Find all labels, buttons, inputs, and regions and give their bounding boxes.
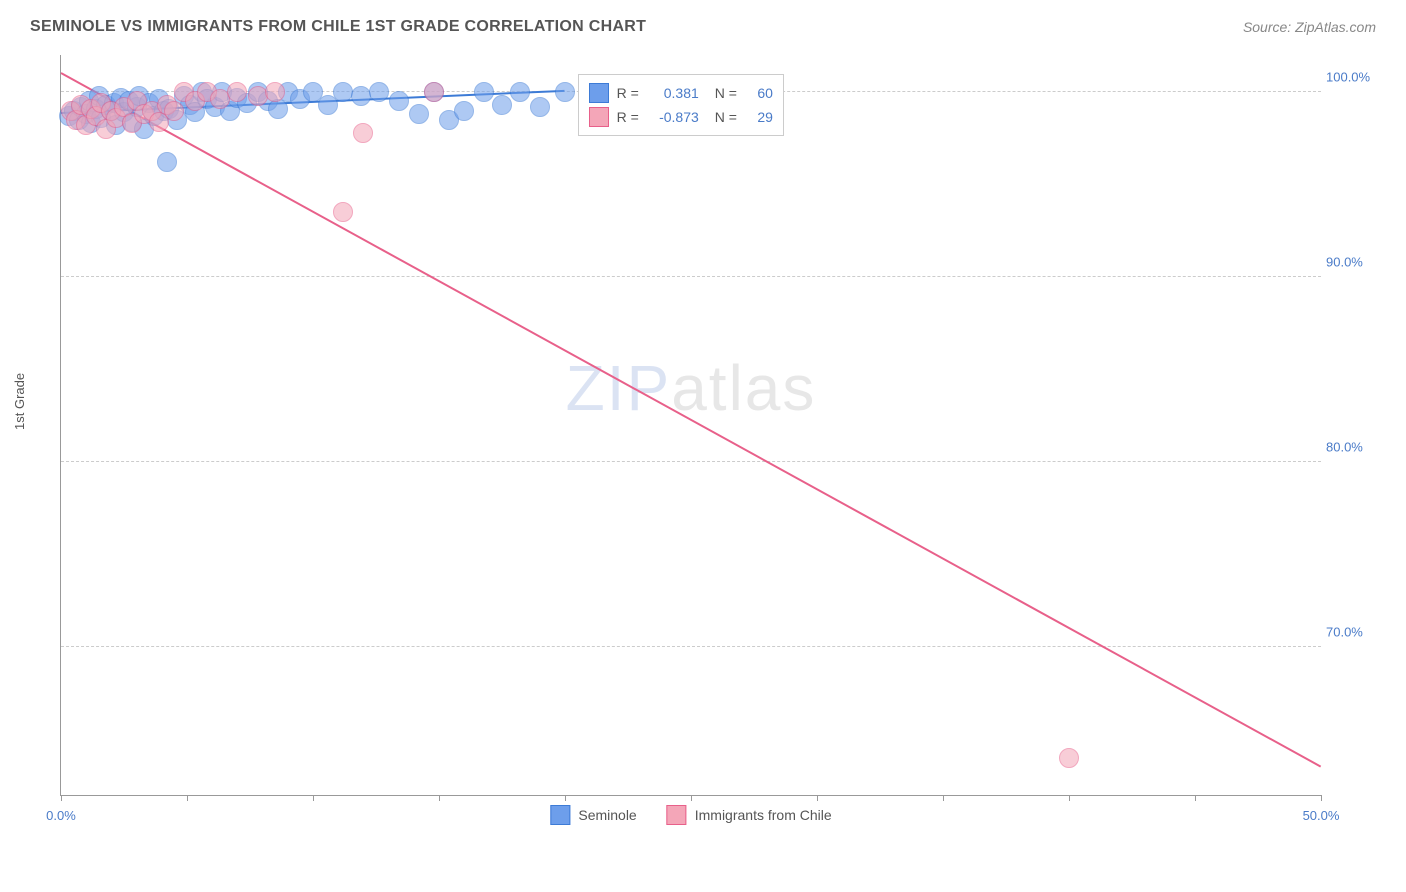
y-tick-label: 80.0% (1326, 440, 1376, 455)
data-point (164, 101, 184, 121)
data-point (454, 101, 474, 121)
legend-series-name: Seminole (578, 807, 636, 823)
y-tick-label: 100.0% (1326, 70, 1376, 85)
plot-area: ZIPatlas 70.0%80.0%90.0%100.0%0.0%50.0%R… (60, 55, 1321, 796)
stats-legend: R = 0.381 N = 60 R = -0.873 N = 29 (578, 74, 784, 136)
data-point (530, 97, 550, 117)
legend-row: R = -0.873 N = 29 (589, 105, 773, 129)
x-tick (817, 795, 818, 801)
data-point (369, 82, 389, 102)
x-tick (1069, 795, 1070, 801)
data-point (157, 152, 177, 172)
gridline-h (61, 461, 1321, 462)
bottom-legend-item: Seminole (550, 805, 636, 825)
legend-n-value: 60 (745, 85, 773, 101)
x-tick (313, 795, 314, 801)
gridline-h (61, 646, 1321, 647)
data-point (474, 82, 494, 102)
trend-line (61, 72, 1322, 768)
legend-n-value: 29 (745, 109, 773, 125)
legend-swatch (589, 83, 609, 103)
x-tick (943, 795, 944, 801)
x-tick (691, 795, 692, 801)
bottom-legend-item: Immigrants from Chile (667, 805, 832, 825)
x-tick (1195, 795, 1196, 801)
legend-n-label: N = (715, 85, 737, 101)
y-tick-label: 70.0% (1326, 625, 1376, 640)
legend-r-value: -0.873 (647, 109, 699, 125)
data-point (333, 82, 353, 102)
y-axis-title: 1st Grade (12, 373, 27, 430)
data-point (409, 104, 429, 124)
x-tick-label: 0.0% (46, 808, 76, 823)
x-tick-label: 50.0% (1303, 808, 1340, 823)
data-point (492, 95, 512, 115)
legend-swatch (667, 805, 687, 825)
legend-r-label: R = (617, 109, 639, 125)
x-tick (565, 795, 566, 801)
chart-title: SEMINOLE VS IMMIGRANTS FROM CHILE 1ST GR… (30, 18, 646, 36)
x-tick (1321, 795, 1322, 801)
legend-row: R = 0.381 N = 60 (589, 81, 773, 105)
data-point (353, 123, 373, 143)
chart-container: ZIPatlas 70.0%80.0%90.0%100.0%0.0%50.0%R… (60, 55, 1370, 865)
legend-r-value: 0.381 (647, 85, 699, 101)
bottom-legend: Seminole Immigrants from Chile (550, 805, 831, 825)
legend-swatch (589, 107, 609, 127)
legend-series-name: Immigrants from Chile (695, 807, 832, 823)
data-point (389, 91, 409, 111)
source-label: Source: ZipAtlas.com (1243, 19, 1376, 35)
gridline-h (61, 276, 1321, 277)
data-point (333, 202, 353, 222)
y-tick-label: 90.0% (1326, 255, 1376, 270)
data-point (510, 82, 530, 102)
data-point (555, 82, 575, 102)
data-point (265, 82, 285, 102)
data-point (424, 82, 444, 102)
data-point (227, 82, 247, 102)
x-tick (439, 795, 440, 801)
legend-swatch (550, 805, 570, 825)
legend-r-label: R = (617, 85, 639, 101)
x-tick (187, 795, 188, 801)
legend-n-label: N = (715, 109, 737, 125)
watermark: ZIPatlas (566, 351, 817, 425)
data-point (1059, 748, 1079, 768)
x-tick (61, 795, 62, 801)
